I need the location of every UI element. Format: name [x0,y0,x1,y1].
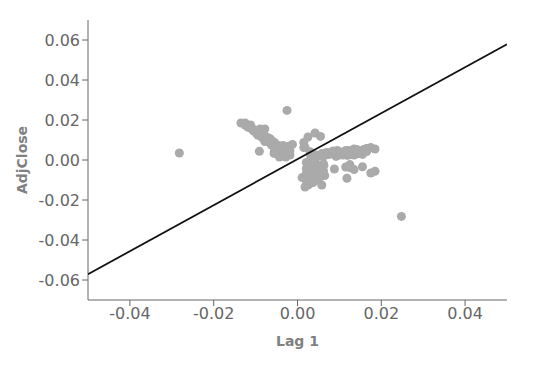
svg-text:Lag 1: Lag 1 [276,333,319,349]
svg-text:0.04: 0.04 [447,304,483,323]
svg-text:0.00: 0.00 [44,151,80,170]
svg-text:-0.02: -0.02 [39,191,80,210]
svg-text:0.04: 0.04 [44,71,80,90]
svg-text:0.06: 0.06 [44,31,80,50]
svg-text:-0.02: -0.02 [193,304,234,323]
svg-text:0.00: 0.00 [280,304,316,323]
svg-text:-0.04: -0.04 [39,231,80,250]
svg-text:-0.06: -0.06 [39,271,80,290]
svg-text:0.02: 0.02 [44,111,80,130]
svg-text:AdjClose: AdjClose [14,126,30,194]
svg-text:-0.04: -0.04 [109,304,150,323]
svg-text:0.02: 0.02 [363,304,399,323]
